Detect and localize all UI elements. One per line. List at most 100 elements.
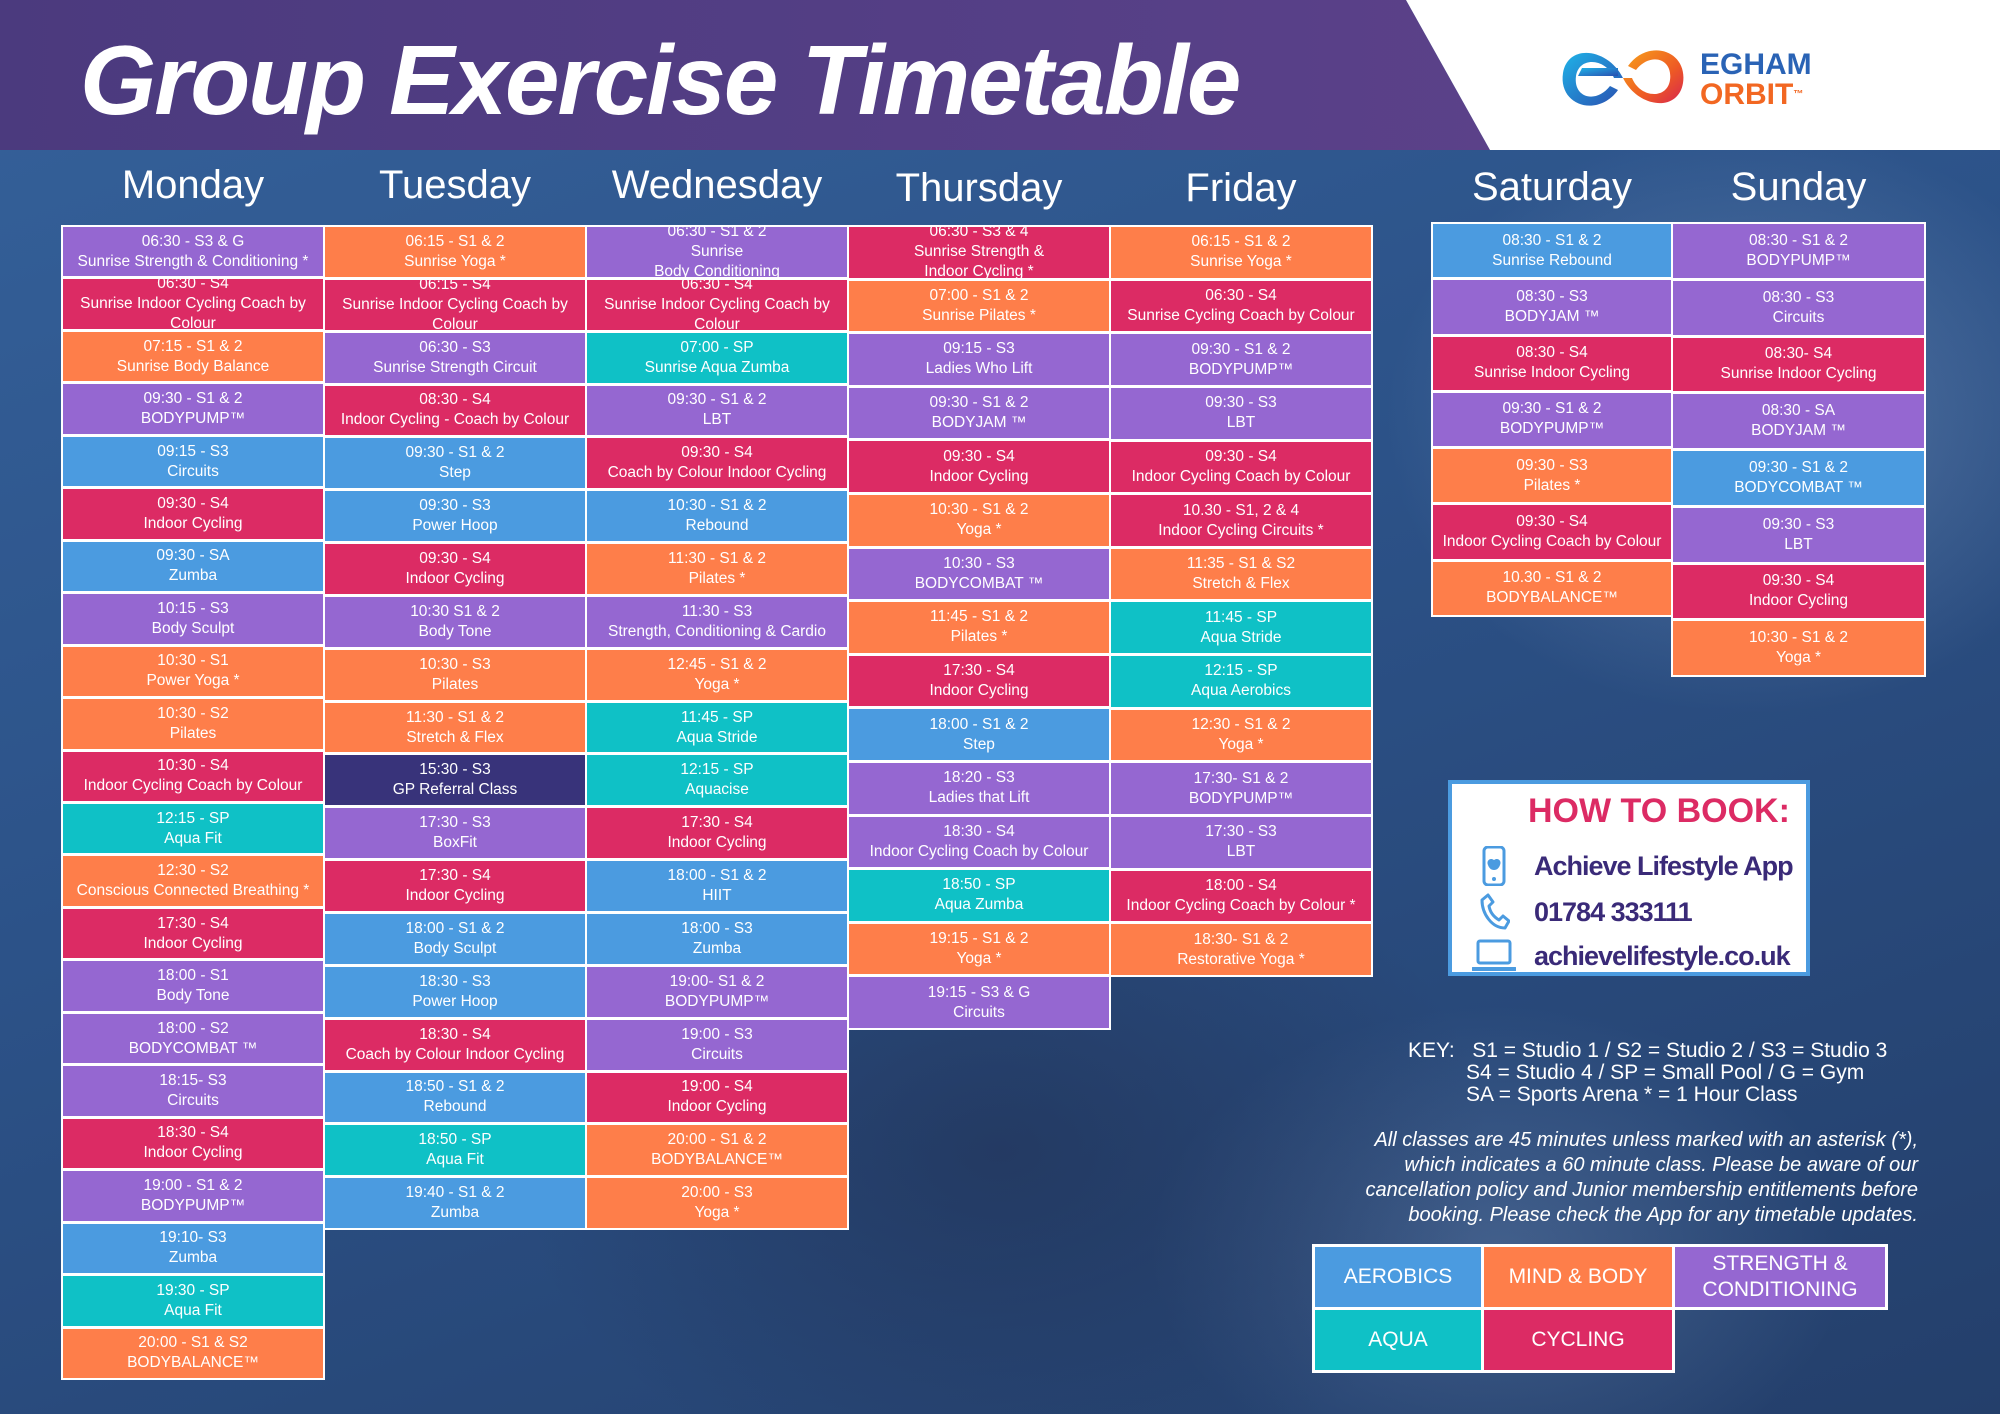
- class-slot[interactable]: 12:15 - SP Aqua Fit: [63, 803, 323, 854]
- class-slot[interactable]: 19:00 - S3 Circuits: [587, 1019, 847, 1070]
- class-slot[interactable]: 09:30 - S1 & 2 BODYPUMP™: [63, 384, 323, 434]
- class-slot[interactable]: 09:30 - S3 LBT: [1111, 387, 1371, 439]
- class-slot[interactable]: 08:30 - S3 Circuits: [1673, 280, 1924, 335]
- class-slot[interactable]: 07:00 - S1 & 2 Sunrise Pilates *: [849, 280, 1109, 332]
- class-slot[interactable]: 10.30 - S1 & 2 BODYBALANCE™: [1433, 561, 1671, 615]
- class-slot[interactable]: 10:30 - S3 Pilates: [325, 649, 585, 700]
- class-slot[interactable]: 09:30 - S3 LBT: [1673, 507, 1924, 562]
- class-slot[interactable]: 09:15 - S3 Circuits: [63, 436, 323, 487]
- class-slot[interactable]: 09:15 - S3 Ladies Who Lift: [849, 334, 1109, 385]
- class-slot[interactable]: 10:30 - S2 Pilates: [63, 699, 323, 749]
- class-slot[interactable]: 20:00 - S1 & 2 BODYBALANCE™: [587, 1125, 847, 1176]
- class-slot[interactable]: 20:00 - S1 & S2 BODYBALANCE™: [63, 1328, 323, 1378]
- class-slot[interactable]: 08:30 - S1 & 2 BODYPUMP™: [1673, 224, 1924, 278]
- class-slot[interactable]: 12:30 - S1 & 2 Yoga *: [1111, 709, 1371, 761]
- class-slot[interactable]: 18:50 - SP Aqua Fit: [325, 1125, 585, 1176]
- class-slot[interactable]: 19:10- S3 Zumba: [63, 1223, 323, 1274]
- class-slot[interactable]: 19:00- S1 & 2 BODYPUMP™: [587, 966, 847, 1017]
- class-slot[interactable]: 06:30 - S3 & 4 Sunrise Strength & Indoor C…: [849, 227, 1109, 278]
- class-slot[interactable]: 11:45 - SP Aqua Stride: [1111, 602, 1371, 654]
- class-slot[interactable]: 09:30 - S3 Pilates *: [1433, 449, 1671, 503]
- class-slot[interactable]: 09:30 - S4 Coach by Colour Indoor Cycling: [587, 438, 847, 489]
- class-slot[interactable]: 06:30 - S1 & 2 Sunrise Body Conditioning: [587, 227, 847, 277]
- class-slot[interactable]: 18:00 - S1 & 2 Body Sculpt: [325, 913, 585, 964]
- class-slot[interactable]: 12:15 - SP Aqua Aerobics: [1111, 656, 1371, 707]
- class-slot[interactable]: 08:30 - S4 Sunrise Indoor Cycling: [1433, 336, 1671, 390]
- class-slot[interactable]: 17:30 - S3 BoxFit: [325, 808, 585, 859]
- booking-app-row[interactable]: Achieve Lifestyle App: [1472, 846, 1794, 886]
- booking-website-row[interactable]: achievelifestyle.co.uk: [1472, 936, 1791, 976]
- class-slot[interactable]: 11:35 - S1 & S2 Stretch & Flex: [1111, 548, 1371, 600]
- class-slot[interactable]: 18:30- S1 & 2 Restorative Yoga *: [1111, 924, 1371, 975]
- class-slot[interactable]: 11:45 - S1 & 2 Pilates *: [849, 602, 1109, 653]
- class-slot[interactable]: 09:30 - S4 Indoor Cycling: [325, 544, 585, 594]
- class-slot[interactable]: 10.30 - S1, 2 & 4 Indoor Cycling Circuits…: [1111, 495, 1371, 546]
- class-slot[interactable]: 18:20 - S3 Ladies that Lift: [849, 762, 1109, 814]
- class-slot[interactable]: 17:30 - S3 LBT: [1111, 817, 1371, 868]
- class-slot[interactable]: 06:30 - S4 Sunrise Indoor Cycling Coach b…: [63, 279, 323, 329]
- class-slot[interactable]: 17:30 - S4 Indoor Cycling: [63, 908, 323, 959]
- class-slot[interactable]: 11:30 - S3 Strength, Conditioning & Cardi…: [587, 596, 847, 647]
- class-slot[interactable]: 06:30 - S3 Sunrise Strength Circuit: [325, 332, 585, 383]
- class-slot[interactable]: 09:30 - S4 Indoor Cycling Coach by Colour: [1111, 441, 1371, 493]
- class-slot[interactable]: 09:30 - S1 & 2 BODYCOMBAT ™: [1673, 451, 1924, 505]
- class-slot[interactable]: 06:15 - S1 & 2 Sunrise Yoga *: [1111, 227, 1371, 278]
- class-slot[interactable]: 08:30 - S1 & 2 Sunrise Rebound: [1433, 224, 1671, 278]
- class-slot[interactable]: 19:15 - S3 & G Circuits: [849, 977, 1109, 1028]
- class-slot[interactable]: 18:00 - S2 BODYCOMBAT ™: [63, 1013, 323, 1064]
- class-slot[interactable]: 17:30- S1 & 2 BODYPUMP™: [1111, 763, 1371, 815]
- class-slot[interactable]: 17:30 - S4 Indoor Cycling: [325, 861, 585, 911]
- class-slot[interactable]: 18:00 - S1 Body Tone: [63, 961, 323, 1011]
- class-slot[interactable]: 09:30 - S4 Indoor Cycling: [849, 441, 1109, 492]
- class-slot[interactable]: 06:30 - S3 & G Sunrise Strength & Conditi…: [63, 227, 323, 277]
- class-slot[interactable]: 18:00 - S4 Indoor Cycling Coach by Colour…: [1111, 870, 1371, 922]
- class-slot[interactable]: 06:30 - S4 Sunrise Cycling Coach by Colou…: [1111, 280, 1371, 332]
- class-slot[interactable]: 18:30 - S4 Indoor Cycling: [63, 1118, 323, 1169]
- class-slot[interactable]: 12:45 - S1 & 2 Yoga *: [587, 649, 847, 700]
- class-slot[interactable]: 09:30 - S1 & 2 Step: [325, 438, 585, 489]
- class-slot[interactable]: 19:40 - S1 & 2 Zumba: [325, 1178, 585, 1229]
- class-slot[interactable]: 09:30 - S1 & 2 LBT: [587, 385, 847, 436]
- class-slot[interactable]: 10:30 - S1 & 2 Rebound: [587, 491, 847, 542]
- class-slot[interactable]: 20:00 - S3 Yoga *: [587, 1178, 847, 1229]
- class-slot[interactable]: 11:30 - S1 & 2 Stretch & Flex: [325, 702, 585, 753]
- class-slot[interactable]: 12:15 - SP Aquacise: [587, 755, 847, 806]
- class-slot[interactable]: 09:30 - S4 Indoor Cycling: [1673, 564, 1924, 619]
- class-slot[interactable]: 18:00 - S3 Zumba: [587, 913, 847, 964]
- class-slot[interactable]: 10:30 - S1 & 2 Yoga *: [849, 494, 1109, 546]
- class-slot[interactable]: 17:30 - S4 Indoor Cycling: [587, 808, 847, 859]
- class-slot[interactable]: 18:00 - S1 & 2 Step: [849, 709, 1109, 760]
- class-slot[interactable]: 18:00 - S1 & 2 HIIT: [587, 861, 847, 911]
- class-slot[interactable]: 18:50 - S1 & 2 Rebound: [325, 1072, 585, 1123]
- class-slot[interactable]: 18:50 - SP Aqua Zumba: [849, 870, 1109, 921]
- class-slot[interactable]: 15:30 - S3 GP Referral Class: [325, 755, 585, 806]
- class-slot[interactable]: 08:30 - S4 Indoor Cycling - Coach by Colo…: [325, 385, 585, 436]
- class-slot[interactable]: 08:30 - S3 BODYJAM ™: [1433, 280, 1671, 334]
- class-slot[interactable]: 10:30 S1 & 2 Body Tone: [325, 596, 585, 647]
- class-slot[interactable]: 06:15 - S4 Sunrise Indoor Cycling Coach b…: [325, 279, 585, 330]
- class-slot[interactable]: 17:30 - S4 Indoor Cycling: [849, 655, 1109, 707]
- class-slot[interactable]: 19:00 - S1 & 2 BODYPUMP™: [63, 1171, 323, 1221]
- class-slot[interactable]: 09:30 - SA Zumba: [63, 541, 323, 592]
- class-slot[interactable]: 09:30 - S1 & 2 BODYPUMP™: [1111, 334, 1371, 385]
- class-slot[interactable]: 19:15 - S1 & 2 Yoga *: [849, 923, 1109, 975]
- class-slot[interactable]: 18:30 - S4 Indoor Cycling Coach by Colour: [849, 816, 1109, 868]
- class-slot[interactable]: 12:30 - S2 Conscious Connected Breathing …: [63, 856, 323, 906]
- class-slot[interactable]: 10:30 - S4 Indoor Cycling Coach by Colour: [63, 751, 323, 801]
- class-slot[interactable]: 07:00 - SP Sunrise Aqua Zumba: [587, 332, 847, 383]
- class-slot[interactable]: 10:30 - S3 BODYCOMBAT ™: [849, 548, 1109, 600]
- class-slot[interactable]: 09:30 - S1 & 2 BODYPUMP™: [1433, 392, 1671, 447]
- class-slot[interactable]: 10:30 - S1 Power Yoga *: [63, 646, 323, 697]
- class-slot[interactable]: 11:30 - S1 & 2 Pilates *: [587, 544, 847, 594]
- class-slot[interactable]: 08:30- S4 Sunrise Indoor Cycling: [1673, 337, 1924, 392]
- class-slot[interactable]: 10:30 - S1 & 2 Yoga *: [1673, 621, 1924, 675]
- class-slot[interactable]: 07:15 - S1 & 2 Sunrise Body Balance: [63, 331, 323, 382]
- class-slot[interactable]: 18:30 - S3 Power Hoop: [325, 966, 585, 1017]
- class-slot[interactable]: 11:45 - SP Aqua Stride: [587, 702, 847, 753]
- class-slot[interactable]: 18:15- S3 Circuits: [63, 1066, 323, 1116]
- booking-phone-row[interactable]: 01784 333111: [1472, 892, 1693, 932]
- class-slot[interactable]: 19:30 - SP Aqua Fit: [63, 1276, 323, 1326]
- class-slot[interactable]: 09:30 - S4 Indoor Cycling Coach by Colour: [1433, 505, 1671, 559]
- class-slot[interactable]: 19:00 - S4 Indoor Cycling: [587, 1072, 847, 1123]
- class-slot[interactable]: 18:30 - S4 Coach by Colour Indoor Cycling: [325, 1019, 585, 1070]
